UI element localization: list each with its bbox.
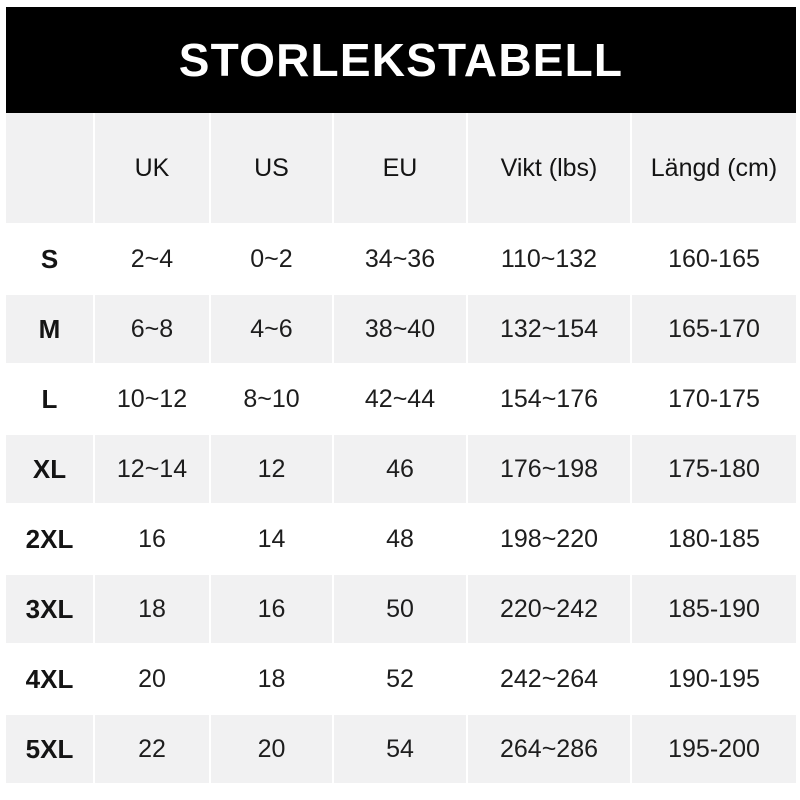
cell-eu: 38~40: [334, 295, 468, 365]
cell-vikt: 132~154: [468, 295, 632, 365]
cell-langd: 175-180: [632, 435, 796, 505]
cell-uk: 20: [95, 645, 211, 715]
cell-us: 16: [211, 575, 334, 645]
page-title: STORLEKSTABELL: [178, 34, 624, 86]
table-row: 2XL 16 14 48 198~220 180-185: [6, 505, 796, 575]
cell-langd: 160-165: [632, 225, 796, 295]
cell-uk: 16: [95, 505, 211, 575]
table-header-row: UK US EU Vikt (lbs) Längd (cm): [6, 113, 796, 225]
table-row: M 6~8 4~6 38~40 132~154 165-170: [6, 295, 796, 365]
cell-eu: 46: [334, 435, 468, 505]
cell-uk: 12~14: [95, 435, 211, 505]
table-row: L 10~12 8~10 42~44 154~176 170-175: [6, 365, 796, 435]
cell-uk: 10~12: [95, 365, 211, 435]
table-row: XL 12~14 12 46 176~198 175-180: [6, 435, 796, 505]
cell-us: 18: [211, 645, 334, 715]
table-row: S 2~4 0~2 34~36 110~132 160-165: [6, 225, 796, 295]
cell-langd: 185-190: [632, 575, 796, 645]
cell-us: 4~6: [211, 295, 334, 365]
cell-uk: 6~8: [95, 295, 211, 365]
cell-us: 12: [211, 435, 334, 505]
column-header-size: [6, 113, 95, 225]
cell-eu: 34~36: [334, 225, 468, 295]
cell-langd: 195-200: [632, 715, 796, 785]
table-header: UK US EU Vikt (lbs) Längd (cm): [6, 113, 796, 225]
cell-eu: 54: [334, 715, 468, 785]
table-row: 5XL 22 20 54 264~286 195-200: [6, 715, 796, 785]
cell-uk: 22: [95, 715, 211, 785]
cell-langd: 180-185: [632, 505, 796, 575]
cell-vikt: 176~198: [468, 435, 632, 505]
cell-us: 0~2: [211, 225, 334, 295]
cell-size: S: [6, 225, 95, 295]
cell-vikt: 220~242: [468, 575, 632, 645]
column-header-uk: UK: [95, 113, 211, 225]
cell-langd: 190-195: [632, 645, 796, 715]
cell-size: 5XL: [6, 715, 95, 785]
cell-uk: 18: [95, 575, 211, 645]
cell-us: 20: [211, 715, 334, 785]
table-body: S 2~4 0~2 34~36 110~132 160-165 M 6~8 4~…: [6, 225, 796, 785]
table-row: 4XL 20 18 52 242~264 190-195: [6, 645, 796, 715]
cell-size: L: [6, 365, 95, 435]
cell-vikt: 242~264: [468, 645, 632, 715]
cell-size: XL: [6, 435, 95, 505]
cell-vikt: 198~220: [468, 505, 632, 575]
cell-uk: 2~4: [95, 225, 211, 295]
cell-us: 8~10: [211, 365, 334, 435]
column-header-eu: EU: [334, 113, 468, 225]
cell-size: M: [6, 295, 95, 365]
cell-eu: 42~44: [334, 365, 468, 435]
cell-eu: 50: [334, 575, 468, 645]
cell-langd: 165-170: [632, 295, 796, 365]
size-table: UK US EU Vikt (lbs) Längd (cm) S 2~4 0~2…: [6, 113, 796, 785]
cell-vikt: 154~176: [468, 365, 632, 435]
size-table-container: UK US EU Vikt (lbs) Längd (cm) S 2~4 0~2…: [6, 113, 796, 785]
cell-eu: 48: [334, 505, 468, 575]
column-header-vikt: Vikt (lbs): [468, 113, 632, 225]
cell-us: 14: [211, 505, 334, 575]
title-bar: STORLEKSTABELL: [6, 7, 796, 113]
column-header-langd: Längd (cm): [632, 113, 796, 225]
cell-langd: 170-175: [632, 365, 796, 435]
cell-eu: 52: [334, 645, 468, 715]
table-row: 3XL 18 16 50 220~242 185-190: [6, 575, 796, 645]
cell-vikt: 264~286: [468, 715, 632, 785]
cell-vikt: 110~132: [468, 225, 632, 295]
cell-size: 4XL: [6, 645, 95, 715]
cell-size: 2XL: [6, 505, 95, 575]
cell-size: 3XL: [6, 575, 95, 645]
column-header-us: US: [211, 113, 334, 225]
